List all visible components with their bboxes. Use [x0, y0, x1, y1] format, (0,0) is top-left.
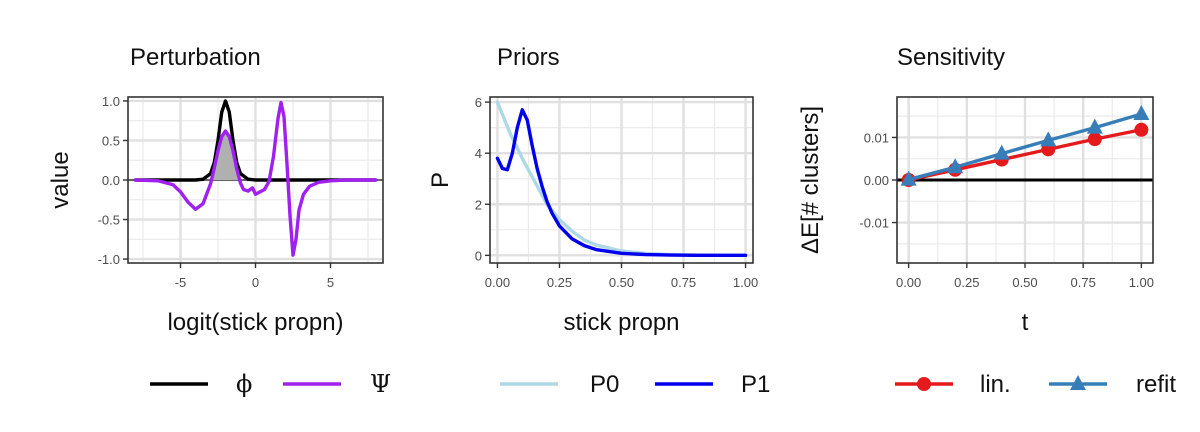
- x-axis-label: stick propn: [563, 309, 679, 336]
- x-tick-label: -5: [175, 275, 187, 290]
- legend-label: ϕ: [236, 370, 252, 398]
- y-tick-label: 1.0: [102, 94, 120, 109]
- legend-item: ϕ: [150, 370, 252, 398]
- legend: lin. refit: [895, 371, 1176, 398]
- y-tick-label: -1.0: [98, 252, 120, 267]
- series-p1: [495, 108, 748, 258]
- data-point: [1086, 118, 1103, 134]
- legend-item: lin.: [895, 371, 1011, 398]
- legend-item: P1: [655, 371, 770, 398]
- series-psi: [133, 100, 378, 257]
- legend-item: Ψ: [283, 370, 391, 398]
- legend-label: refit: [1136, 371, 1176, 398]
- y-tick-label: 6: [475, 95, 482, 110]
- x-tick-label: 0.00: [485, 275, 510, 290]
- data-point: [947, 158, 964, 174]
- x-tick-label: 5: [327, 275, 334, 290]
- data-point: [1134, 122, 1149, 137]
- y-axis-label: P: [427, 172, 454, 188]
- x-axis-label: t: [1022, 309, 1029, 336]
- series-refit: [900, 105, 1150, 186]
- y-tick-label: 0: [475, 248, 482, 263]
- y-axis-label: value: [47, 151, 74, 208]
- y-axis-label: ΔE[# clusters]: [797, 106, 824, 254]
- x-tick-label: 0.00: [896, 275, 921, 290]
- x-axis-label: logit(stick propn): [167, 309, 343, 336]
- chart-title: Priors: [497, 44, 560, 71]
- panel-priors: 0.00 0.25 0.50 0.75 1.00 0 2 4 6 Priors stick prop…: [427, 44, 770, 398]
- series-line: [495, 108, 748, 258]
- series-line: [133, 99, 378, 182]
- x-tick-label: 0.50: [609, 275, 634, 290]
- y-tick-label: -0.5: [98, 213, 120, 228]
- legend: P0 P1: [500, 371, 770, 398]
- x-tick-label: 0.25: [954, 275, 979, 290]
- y-tick-label: 4: [475, 146, 482, 161]
- y-tick-label: 2: [475, 197, 482, 212]
- data-point: [1040, 131, 1057, 147]
- y-tick-label: 0.0: [102, 173, 120, 188]
- x-tick-label: 1.00: [1129, 275, 1154, 290]
- series-phi: [133, 99, 378, 182]
- x-tick-label: 0.50: [1012, 275, 1037, 290]
- shaded-area: [210, 130, 241, 180]
- legend-item: P0: [500, 371, 619, 398]
- data-layer: [128, 99, 383, 257]
- panel-sensitivity: 0.00 0.25 0.50 0.75 1.00 0.01 0.00 -0.01 Sensiti…: [797, 44, 1176, 398]
- x-tick-label: 0: [252, 275, 259, 290]
- legend-label: P1: [741, 371, 770, 398]
- legend-label: Ψ: [370, 370, 391, 398]
- data-point: [900, 170, 917, 186]
- x-tick-label: 1.00: [733, 275, 758, 290]
- x-tick-label: 0.75: [671, 275, 696, 290]
- data-layer: [495, 100, 748, 258]
- x-tick-label: 0.25: [547, 275, 572, 290]
- series-line: [133, 100, 378, 257]
- series-line: [906, 112, 1144, 182]
- chart-title: Perturbation: [130, 44, 261, 71]
- data-layer: [897, 105, 1153, 187]
- x-tick-label: 0.75: [1071, 275, 1096, 290]
- panel-perturbation: -5 0 5 1.0 0.5 0.0 -0.5 -1.0 Perturbation logit(s…: [47, 44, 391, 398]
- y-tick-label: 0.5: [102, 133, 120, 148]
- ticks: 0.00 0.25 0.50 0.75 1.00 0.01 0.00 -0.01: [859, 130, 1154, 290]
- legend-item: refit: [1049, 371, 1176, 398]
- legend-key-marker: [1070, 375, 1086, 390]
- y-tick-label: 0.00: [864, 173, 889, 188]
- y-tick-label: 0.01: [864, 130, 889, 145]
- ticks: 0.00 0.25 0.50 0.75 1.00 0 2 4 6: [475, 95, 758, 290]
- legend-key-marker: [917, 377, 931, 391]
- chart-title: Sensitivity: [897, 44, 1005, 71]
- series-line: [906, 128, 1144, 182]
- legend-label: lin.: [980, 371, 1011, 398]
- data-point: [1087, 132, 1102, 147]
- data-point: [1133, 105, 1150, 121]
- ticks: -5 0 5 1.0 0.5 0.0 -0.5 -1.0: [98, 94, 335, 290]
- y-tick-label: -0.01: [859, 216, 889, 231]
- data-point: [993, 144, 1010, 160]
- legend-label: P0: [590, 371, 619, 398]
